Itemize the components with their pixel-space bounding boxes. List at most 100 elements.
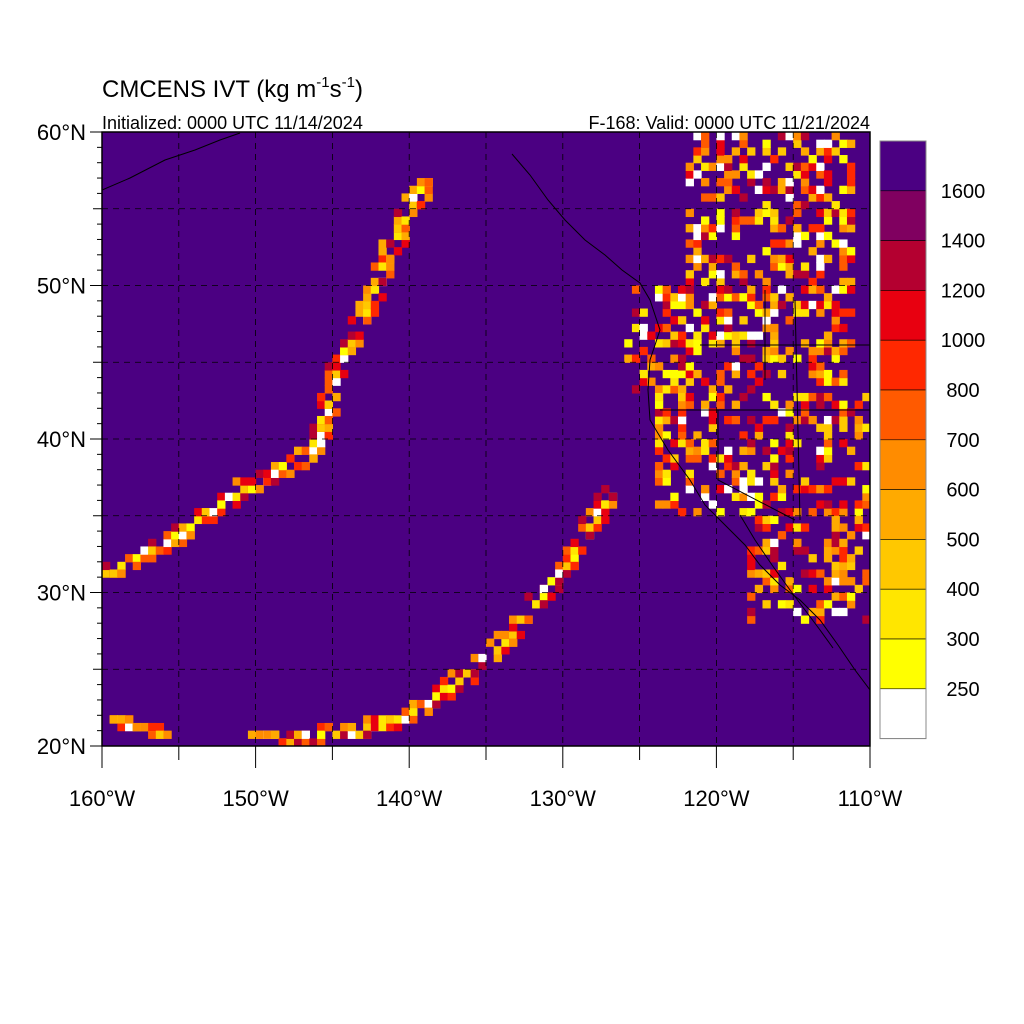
graticule <box>102 132 870 746</box>
ivt-cell <box>823 508 833 517</box>
ivt-cell <box>294 738 303 746</box>
ivt-cell <box>447 692 456 701</box>
ivt-cell <box>509 630 518 640</box>
ivt-cell <box>662 285 671 294</box>
ivt-cell <box>486 638 495 647</box>
ivt-cell <box>762 201 771 210</box>
ivt-cell <box>601 500 610 509</box>
ivt-cell <box>685 254 694 264</box>
ivt-cell <box>324 400 333 409</box>
lat-label: 20°N <box>37 734 86 759</box>
ivt-cell <box>762 208 771 218</box>
ivt-cell <box>639 308 648 317</box>
ivt-cell <box>631 385 641 394</box>
ivt-cell <box>862 569 870 578</box>
ivt-cell <box>171 531 180 540</box>
ivt-cell <box>777 185 787 194</box>
ivt-cell <box>332 354 341 363</box>
ivt-cell <box>846 285 856 294</box>
ivt-cell <box>470 669 479 678</box>
ivt-cell <box>685 170 694 179</box>
ivt-cell <box>800 569 810 578</box>
ivt-cell <box>770 262 779 271</box>
ivt-cell <box>816 423 825 432</box>
ivt-cell <box>747 607 756 617</box>
ivt-cell <box>800 285 810 294</box>
ivt-cell <box>347 339 357 348</box>
ivt-cell <box>770 569 779 578</box>
ivt-cell <box>332 408 341 417</box>
ivt-cell <box>140 722 149 732</box>
colorbar-label: 400 <box>946 579 979 601</box>
ivt-cell <box>439 692 449 701</box>
ivt-cell <box>839 546 848 555</box>
ivt-cell <box>716 454 725 463</box>
ivt-cell <box>854 546 863 555</box>
ivt-cell <box>309 446 318 455</box>
ivt-cell <box>278 462 287 471</box>
ivt-cell <box>685 208 694 218</box>
ivt-cell <box>823 538 833 548</box>
ivt-cell <box>823 231 833 241</box>
ivt-cell <box>762 247 771 256</box>
ivt-cell <box>386 722 395 732</box>
ivt-cell <box>785 162 794 171</box>
ivt-cell <box>701 193 710 202</box>
ivt-cell <box>670 300 679 310</box>
ivt-cell <box>716 254 725 264</box>
ivt-cell <box>317 439 326 448</box>
ivt-cell <box>808 415 817 425</box>
ivt-cell <box>731 262 741 271</box>
ivt-cell <box>424 178 433 187</box>
ivt-cell <box>716 139 725 148</box>
ivt-cell <box>808 354 817 363</box>
ivt-cell <box>808 346 817 356</box>
ivt-cell <box>762 293 771 302</box>
ivt-cell <box>785 132 794 141</box>
ivt-cell <box>332 362 341 371</box>
ivt-cell <box>716 224 725 233</box>
ivt-cell <box>570 554 579 563</box>
ivt-cell <box>585 523 595 532</box>
ivt-cell <box>800 415 810 425</box>
ivt-cell <box>378 277 387 287</box>
ivt-cell <box>846 339 856 348</box>
ivt-cell <box>739 485 748 494</box>
ivt-cell <box>839 346 848 356</box>
ivt-cell <box>386 262 395 271</box>
ivt-cell <box>593 523 602 532</box>
ivt-cell <box>846 216 856 225</box>
ivt-cell <box>823 139 833 148</box>
ivt-cell <box>455 669 464 678</box>
ivt-cell <box>117 561 126 571</box>
ivt-cell <box>462 669 472 678</box>
ivt-cell <box>654 400 664 409</box>
ivt-cell <box>501 638 510 647</box>
ivt-cell <box>716 162 725 171</box>
ivt-cell <box>754 431 764 440</box>
ivt-cell <box>294 462 303 471</box>
ivt-cell <box>401 239 410 248</box>
ivt-cell <box>800 339 810 348</box>
ivt-cell <box>862 500 870 509</box>
ivt-cell <box>854 523 863 532</box>
ivt-cell <box>347 730 357 739</box>
ivt-cell <box>693 446 702 455</box>
ivt-cell <box>747 216 756 225</box>
ivt-cell <box>747 331 756 340</box>
ivt-cell <box>816 185 825 194</box>
ivt-cell <box>823 293 833 302</box>
ivt-cell <box>831 531 840 540</box>
ivt-cell <box>754 377 764 386</box>
ivt-cell <box>724 293 733 302</box>
ivt-cell <box>731 369 741 379</box>
ivt-cell <box>770 515 779 525</box>
ivt-cell <box>493 646 502 655</box>
ivt-cell <box>839 262 848 271</box>
ivt-cell <box>823 500 833 509</box>
ivt-cell <box>854 515 863 525</box>
ivt-cell <box>731 462 741 471</box>
ivt-cell <box>770 224 779 233</box>
ivt-cell <box>831 316 840 325</box>
ivt-cell <box>816 346 825 356</box>
